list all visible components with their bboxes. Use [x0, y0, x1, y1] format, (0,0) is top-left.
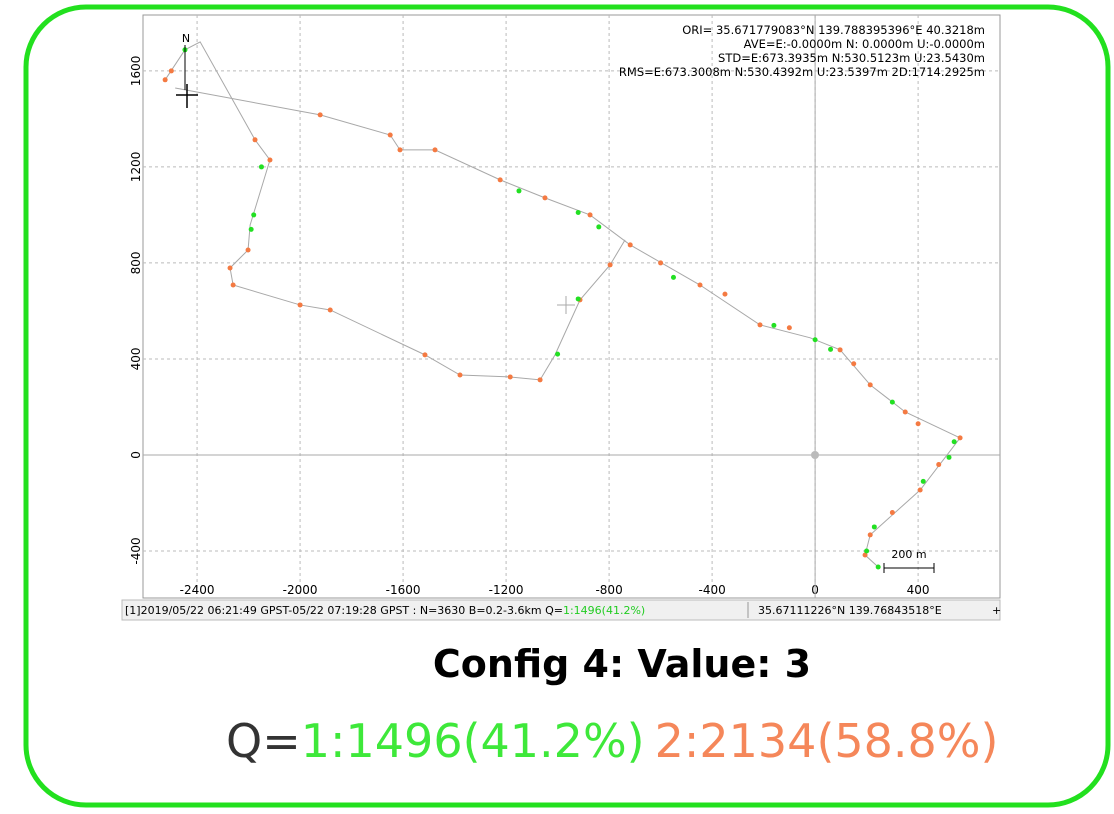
point: [757, 322, 763, 328]
point: [771, 322, 777, 328]
point: [862, 552, 868, 558]
plot-window: [122, 12, 1002, 622]
point: [497, 177, 503, 183]
x-tick-label: -2000: [283, 583, 318, 597]
q2: 2:2134(58.8%): [655, 714, 999, 768]
point: [575, 296, 581, 302]
point: [607, 262, 613, 268]
status-bar: [121, 599, 1001, 621]
stat-line: AVE=E:-0.0000m N: 0.0000m U:-0.0000m: [744, 37, 985, 51]
point: [875, 564, 881, 570]
x-tick-label: -400: [698, 583, 725, 597]
point: [851, 361, 857, 367]
point: [542, 195, 548, 201]
point: [902, 409, 908, 415]
point: [837, 347, 843, 353]
point: [248, 226, 254, 232]
marks: [162, 41, 963, 570]
point: [251, 212, 257, 218]
point: [162, 77, 168, 83]
point: [889, 510, 895, 516]
point: [317, 112, 323, 118]
y-tick-label: 800: [129, 251, 143, 274]
point: [812, 337, 818, 343]
point: [297, 302, 303, 308]
point: [227, 265, 233, 271]
y-tick-label: 1600: [129, 56, 143, 87]
status-position: 35.67111226°N 139.76843518°E: [758, 604, 942, 617]
point: [387, 132, 393, 138]
point: [252, 137, 258, 143]
point: [168, 68, 174, 74]
x-tick-label: 400: [907, 583, 930, 597]
point: [867, 382, 873, 388]
point: [786, 325, 792, 331]
q-summary: Q=1:1496(41.2%) 2:2134(58.8%): [226, 714, 998, 768]
point: [397, 147, 403, 153]
point: [432, 147, 438, 153]
status-text: [1]2019/05/22 06:21:49 GPST-05/22 07:19:…: [125, 604, 563, 617]
status-plus: +: [992, 604, 1001, 617]
point: [422, 352, 428, 358]
point: [457, 372, 463, 378]
x-tick-label: -1200: [489, 583, 524, 597]
point: [957, 435, 963, 441]
point: [889, 399, 895, 405]
y-tick-label: 1200: [129, 152, 143, 183]
point: [537, 377, 543, 383]
point: [587, 212, 593, 218]
point: [864, 548, 870, 554]
stat-line: RMS=E:673.3008m N:530.4392m U:23.5397m 2…: [619, 65, 985, 79]
point: [258, 164, 264, 170]
y-tick-label: 0: [129, 451, 143, 459]
point: [575, 210, 581, 216]
point: [230, 282, 236, 288]
point: [516, 188, 522, 194]
point: [917, 487, 923, 493]
caption: Config 4: Value: 3: [433, 642, 811, 686]
point: [946, 454, 952, 460]
point: [697, 282, 703, 288]
point: [507, 374, 513, 380]
grid: -2400-2000-1600-1200-800-4000400-4000400…: [129, 15, 1000, 598]
point: [722, 291, 728, 297]
x-tick-label: -800: [595, 583, 622, 597]
origin-dot: [811, 451, 819, 459]
point: [936, 462, 942, 468]
status-text: [1]2019/05/22 06:21:49 GPST-05/22 07:19:…: [125, 604, 645, 617]
stat-line: ORI= 35.671779083°N 139.788395396°E 40.3…: [682, 23, 985, 37]
point: [867, 532, 873, 538]
point: [555, 351, 561, 357]
point: [327, 307, 333, 313]
x-tick-label: -2400: [180, 583, 215, 597]
point: [627, 242, 633, 248]
point: [658, 260, 664, 266]
y-tick-label: 400: [129, 347, 143, 370]
north-label: N: [182, 32, 190, 45]
q-prefix: Q=: [226, 714, 301, 768]
scale-label: 200 m: [891, 548, 926, 561]
point: [871, 524, 877, 530]
point: [670, 274, 676, 280]
stat-line: STD=E:673.3935m N:530.5123m U:23.5430m: [718, 51, 985, 65]
point: [915, 421, 921, 427]
point: [267, 157, 273, 163]
stats: ORI= 35.671779083°N 139.788395396°E 40.3…: [619, 23, 985, 79]
point: [951, 439, 957, 445]
point: [245, 247, 251, 253]
point: [920, 478, 926, 484]
x-tick-label: -1600: [386, 583, 421, 597]
q1: 1:1496(41.2%): [301, 714, 645, 768]
point: [828, 346, 834, 352]
status-q: 1:1496(41.2%): [563, 604, 645, 617]
plot-border: [142, 14, 1001, 599]
point: [596, 224, 602, 230]
y-tick-label: -400: [129, 537, 143, 564]
